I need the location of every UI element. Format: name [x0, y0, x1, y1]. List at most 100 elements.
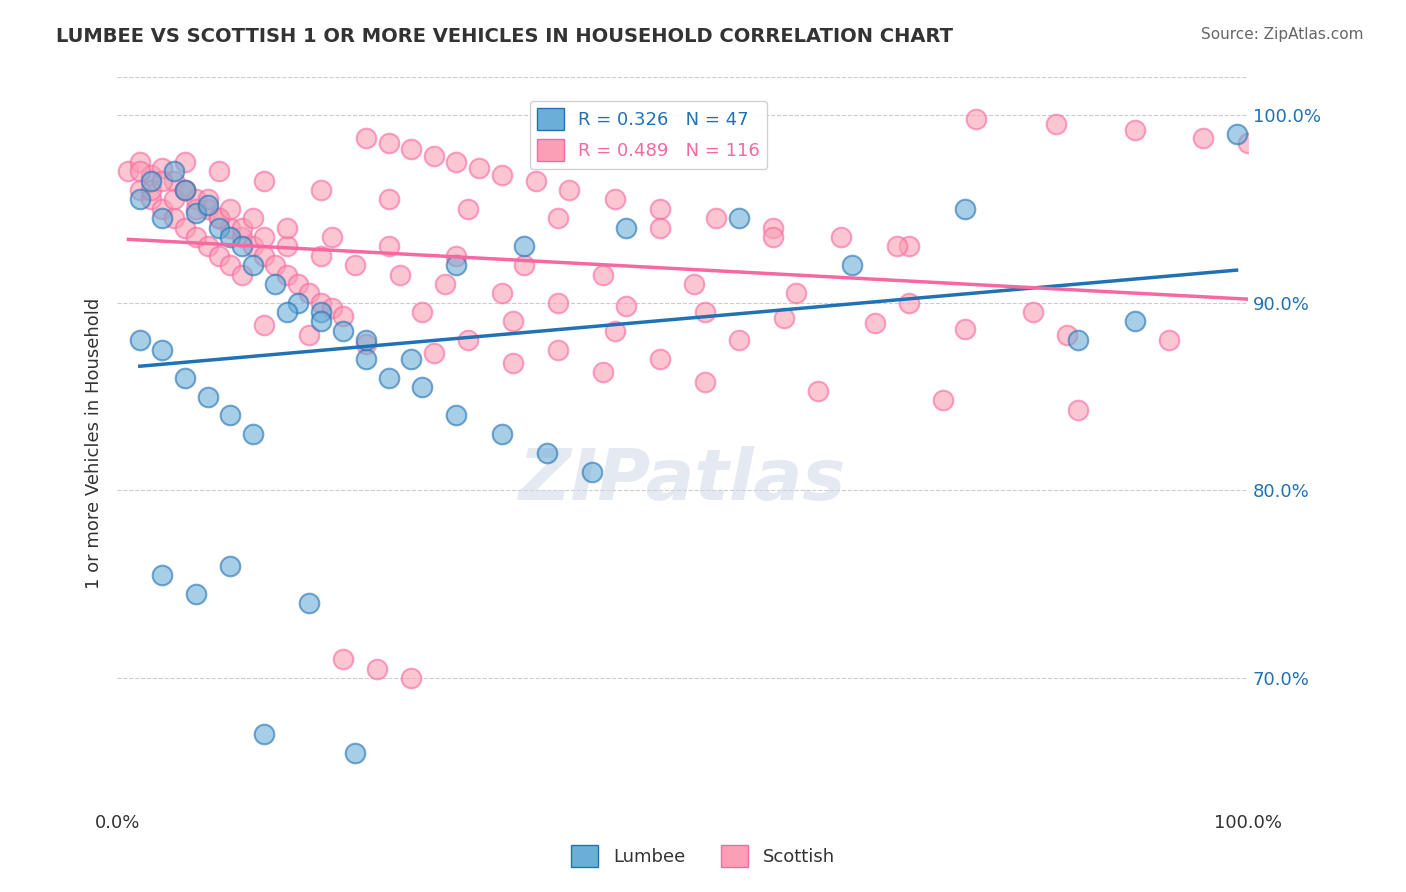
Point: [174, 220, 197, 235]
Point: [343, 746, 366, 760]
Point: [468, 161, 491, 175]
Point: [128, 164, 150, 178]
Point: [208, 211, 231, 226]
Point: [174, 155, 197, 169]
Point: [174, 183, 197, 197]
Text: Source: ZipAtlas.com: Source: ZipAtlas.com: [1201, 27, 1364, 42]
Point: [377, 193, 399, 207]
Point: [377, 136, 399, 150]
Point: [592, 268, 614, 282]
Point: [411, 305, 433, 319]
Point: [219, 220, 242, 235]
Point: [208, 249, 231, 263]
Point: [1123, 314, 1146, 328]
Point: [197, 390, 219, 404]
Point: [354, 333, 377, 347]
Point: [139, 168, 162, 182]
Point: [242, 211, 264, 226]
Point: [197, 202, 219, 216]
Point: [491, 427, 513, 442]
Point: [276, 305, 298, 319]
Point: [536, 446, 558, 460]
Point: [513, 239, 536, 253]
Point: [139, 174, 162, 188]
Point: [547, 211, 569, 226]
Point: [321, 230, 343, 244]
Point: [886, 239, 908, 253]
Point: [242, 427, 264, 442]
Text: LUMBEE VS SCOTTISH 1 OR MORE VEHICLES IN HOUSEHOLD CORRELATION CHART: LUMBEE VS SCOTTISH 1 OR MORE VEHICLES IN…: [56, 27, 953, 45]
Point: [457, 202, 479, 216]
Point: [298, 327, 321, 342]
Point: [287, 277, 309, 291]
Point: [309, 249, 332, 263]
Point: [152, 202, 174, 216]
Point: [807, 384, 830, 398]
Point: [264, 277, 287, 291]
Legend: R = 0.326   N = 47, R = 0.489   N = 116: R = 0.326 N = 47, R = 0.489 N = 116: [530, 101, 768, 169]
Point: [695, 305, 717, 319]
Point: [332, 324, 354, 338]
Point: [152, 161, 174, 175]
Point: [354, 130, 377, 145]
Point: [332, 309, 354, 323]
Point: [186, 587, 208, 601]
Point: [197, 198, 219, 212]
Point: [524, 174, 547, 188]
Point: [377, 239, 399, 253]
Point: [117, 164, 139, 178]
Point: [762, 230, 785, 244]
Point: [863, 317, 886, 331]
Point: [558, 183, 581, 197]
Point: [614, 300, 637, 314]
Point: [309, 295, 332, 310]
Point: [309, 305, 332, 319]
Point: [411, 380, 433, 394]
Point: [614, 220, 637, 235]
Point: [128, 333, 150, 347]
Point: [648, 202, 671, 216]
Point: [1157, 333, 1180, 347]
Point: [163, 164, 186, 178]
Point: [152, 343, 174, 357]
Point: [139, 193, 162, 207]
Point: [830, 230, 852, 244]
Point: [174, 183, 197, 197]
Point: [321, 301, 343, 316]
Point: [491, 286, 513, 301]
Point: [603, 324, 626, 338]
Point: [434, 277, 457, 291]
Point: [1191, 130, 1213, 145]
Point: [309, 183, 332, 197]
Point: [354, 337, 377, 351]
Point: [423, 149, 446, 163]
Point: [197, 239, 219, 253]
Point: [343, 258, 366, 272]
Point: [897, 295, 920, 310]
Point: [231, 239, 253, 253]
Point: [513, 258, 536, 272]
Point: [152, 211, 174, 226]
Point: [931, 393, 953, 408]
Point: [446, 249, 468, 263]
Point: [762, 220, 785, 235]
Point: [354, 351, 377, 366]
Point: [1067, 333, 1090, 347]
Point: [399, 671, 422, 685]
Point: [785, 286, 807, 301]
Point: [648, 351, 671, 366]
Point: [163, 193, 186, 207]
Point: [446, 409, 468, 423]
Point: [953, 202, 976, 216]
Point: [139, 183, 162, 197]
Point: [491, 168, 513, 182]
Point: [253, 318, 276, 333]
Point: [897, 239, 920, 253]
Point: [186, 230, 208, 244]
Point: [388, 268, 411, 282]
Point: [966, 112, 988, 126]
Point: [197, 193, 219, 207]
Point: [1237, 136, 1260, 150]
Point: [953, 322, 976, 336]
Point: [219, 202, 242, 216]
